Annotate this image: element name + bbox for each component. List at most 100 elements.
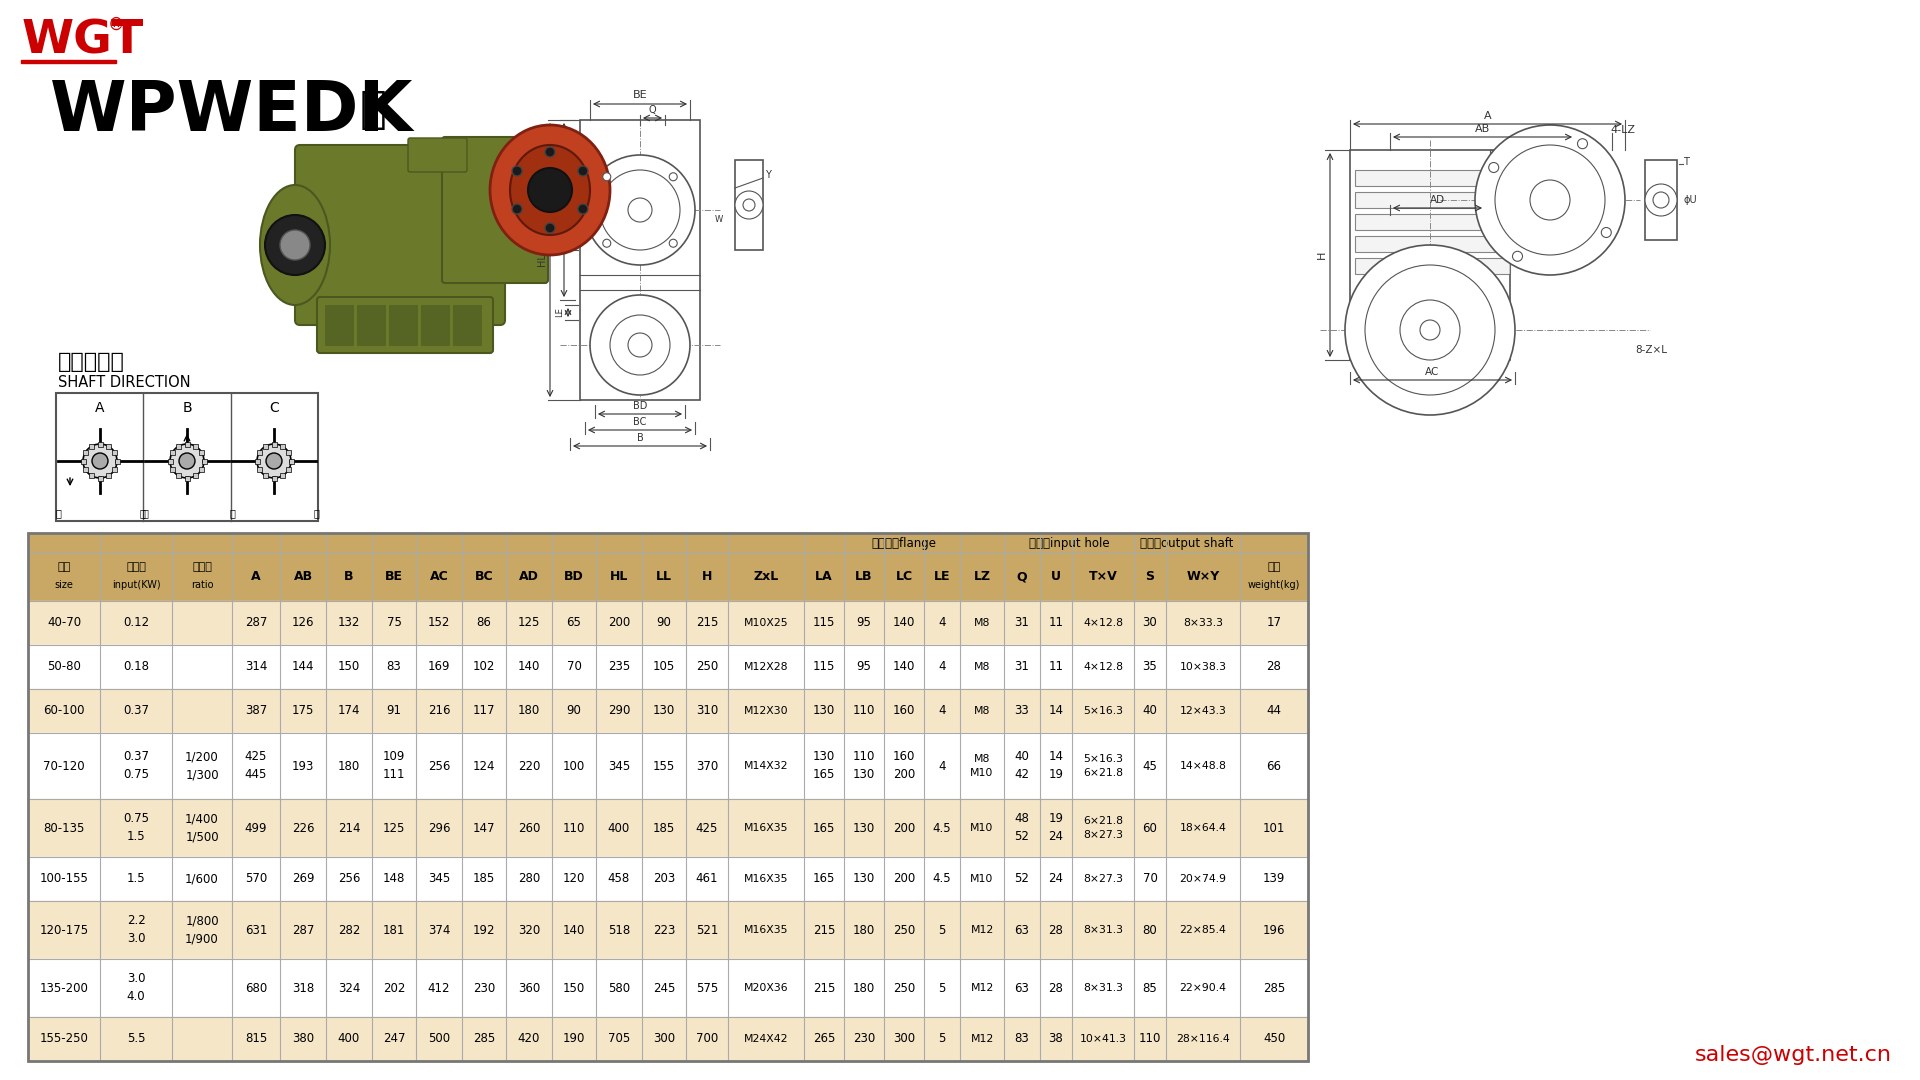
Text: 12×43.3: 12×43.3: [1179, 706, 1227, 716]
Text: 105: 105: [653, 661, 676, 674]
FancyBboxPatch shape: [442, 137, 547, 283]
Circle shape: [1365, 265, 1496, 395]
Text: 500: 500: [428, 1032, 449, 1045]
Bar: [29, 901, 1308, 959]
Text: C: C: [269, 401, 278, 415]
Text: B: B: [344, 570, 353, 583]
Text: 14: 14: [1048, 704, 1064, 717]
Text: 4-LZ: 4-LZ: [1611, 125, 1636, 135]
Text: BD: BD: [564, 570, 584, 583]
Text: 轴指向表示: 轴指向表示: [58, 352, 125, 372]
Text: 28: 28: [1048, 923, 1064, 936]
Text: 250: 250: [893, 982, 916, 995]
Text: 700: 700: [695, 1032, 718, 1045]
Text: 11: 11: [1048, 661, 1064, 674]
Text: 135-200: 135-200: [40, 982, 88, 995]
Text: T×V: T×V: [1089, 570, 1117, 583]
Bar: [83, 467, 88, 472]
Bar: [194, 444, 198, 449]
Text: 20×74.9: 20×74.9: [1179, 874, 1227, 885]
Text: AB: AB: [294, 570, 313, 583]
Text: 85: 85: [1142, 982, 1158, 995]
Text: 4.5: 4.5: [933, 822, 950, 835]
Ellipse shape: [490, 125, 611, 255]
Text: 230: 230: [852, 1032, 876, 1045]
Ellipse shape: [171, 444, 204, 478]
Text: 44: 44: [1267, 704, 1281, 717]
Bar: [169, 450, 175, 455]
Text: A: A: [96, 401, 106, 415]
Text: 285: 285: [1263, 982, 1284, 995]
Text: M8: M8: [973, 618, 991, 627]
Text: 22×85.4: 22×85.4: [1179, 924, 1227, 935]
Text: 4: 4: [939, 617, 947, 630]
Bar: [81, 459, 86, 463]
Text: M20X36: M20X36: [743, 983, 789, 993]
Text: 4×12.8: 4×12.8: [1083, 618, 1123, 627]
Bar: [200, 467, 204, 472]
Text: 310: 310: [695, 704, 718, 717]
Circle shape: [179, 453, 196, 469]
Text: 345: 345: [428, 873, 449, 886]
Text: 387: 387: [246, 704, 267, 717]
Text: 235: 235: [609, 661, 630, 674]
Bar: [29, 534, 1308, 553]
Text: 83: 83: [1014, 1032, 1029, 1045]
Text: 22×90.4: 22×90.4: [1179, 983, 1227, 993]
Text: M8: M8: [973, 706, 991, 716]
Bar: [1356, 237, 1509, 252]
Text: 38: 38: [1048, 1032, 1064, 1045]
Circle shape: [670, 240, 678, 247]
Text: 5: 5: [939, 923, 947, 936]
Text: 120-175: 120-175: [40, 923, 88, 936]
Circle shape: [1578, 138, 1588, 149]
Bar: [106, 473, 111, 478]
Circle shape: [1496, 145, 1605, 255]
Circle shape: [513, 204, 522, 214]
Text: M12: M12: [970, 1034, 995, 1044]
Text: BC: BC: [634, 417, 647, 427]
Text: 60: 60: [1142, 822, 1158, 835]
FancyBboxPatch shape: [317, 297, 493, 353]
Text: weight(kg): weight(kg): [1248, 580, 1300, 590]
Circle shape: [578, 166, 588, 176]
Bar: [257, 450, 261, 455]
Text: A: A: [1484, 111, 1492, 121]
Text: LE: LE: [933, 570, 950, 583]
Text: 4×12.8: 4×12.8: [1083, 662, 1123, 672]
Text: 8×27.3: 8×27.3: [1083, 874, 1123, 885]
Text: Y: Y: [764, 170, 770, 180]
Circle shape: [1513, 252, 1523, 261]
Circle shape: [528, 168, 572, 212]
Text: 226: 226: [292, 822, 315, 835]
Text: 174: 174: [338, 704, 361, 717]
Text: 入: 入: [56, 508, 61, 518]
Bar: [200, 450, 204, 455]
Text: 180: 180: [852, 923, 876, 936]
Text: 147: 147: [472, 822, 495, 835]
Text: 152: 152: [428, 617, 449, 630]
Bar: [29, 689, 1308, 733]
Ellipse shape: [257, 444, 292, 478]
Text: 250: 250: [893, 923, 916, 936]
Bar: [453, 305, 482, 345]
Text: 5.5: 5.5: [127, 1032, 146, 1045]
Circle shape: [1601, 228, 1611, 238]
Text: M14X32: M14X32: [743, 761, 789, 771]
Text: 203: 203: [653, 873, 676, 886]
Text: 28×116.4: 28×116.4: [1177, 1034, 1231, 1044]
Text: 130: 130: [653, 704, 676, 717]
Bar: [115, 459, 119, 463]
Bar: [56, 393, 319, 521]
Text: 215: 215: [695, 617, 718, 630]
Text: 24: 24: [1048, 873, 1064, 886]
Bar: [202, 459, 207, 463]
Text: 14×48.8: 14×48.8: [1179, 761, 1227, 771]
Bar: [324, 305, 353, 345]
Text: 160: 160: [893, 704, 916, 717]
Circle shape: [1421, 320, 1440, 340]
Text: 63: 63: [1014, 923, 1029, 936]
Text: 4.5: 4.5: [933, 873, 950, 886]
Text: 90: 90: [657, 617, 672, 630]
Circle shape: [589, 295, 689, 395]
